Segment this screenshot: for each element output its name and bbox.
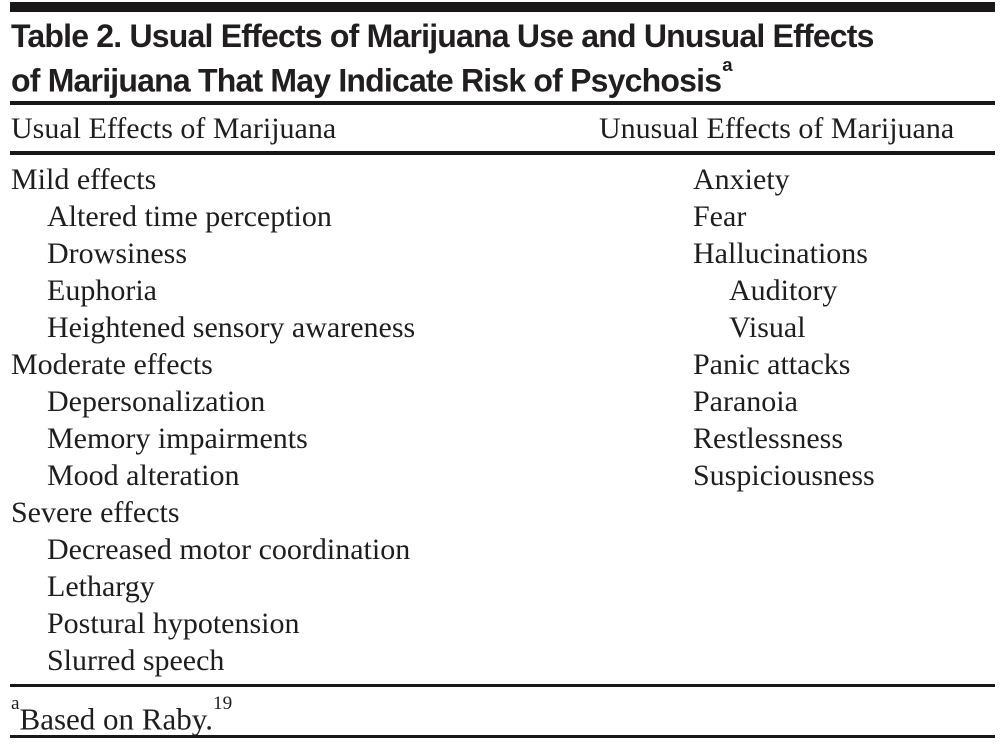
table-title-line-2-text: of Marijuana That May Indicate Risk of P…: [11, 62, 722, 99]
table-footnote: aBased on Raby.19: [11, 693, 232, 739]
table-cell: Lethargy: [47, 570, 155, 603]
footnote-text: Based on Raby.: [19, 701, 213, 737]
table-body: Mild effects Altered time perception Drows…: [11, 161, 995, 681]
table-cell: Memory impairments: [47, 422, 308, 455]
table-cell: Restlessness: [693, 422, 843, 455]
column-unusual-effects: Anxiety Fear Hallucinations Auditory Visual P…: [693, 161, 993, 494]
table-cell: Severe effects: [11, 496, 180, 529]
table-cell: Auditory: [729, 274, 838, 307]
rule-under-title: [10, 101, 995, 105]
table-cell: Drowsiness: [47, 237, 187, 270]
table-cell: Slurred speech: [47, 644, 225, 677]
table-title-line-1: Table 2. Usual Effects of Marijuana Use …: [11, 18, 874, 54]
table-cell: Mood alteration: [47, 459, 240, 492]
table-cell: Moderate effects: [11, 348, 213, 381]
table-cell: Fear: [693, 200, 747, 233]
rule-under-header: [10, 151, 995, 155]
table-cell: Hallucinations: [693, 237, 868, 270]
rule-above-footnote: [10, 684, 995, 687]
table-top-bar: [10, 2, 995, 12]
table-cell: Decreased motor coordination: [47, 533, 411, 566]
table-cell: Altered time perception: [47, 200, 332, 233]
table-cell: Heightened sensory awareness: [47, 311, 416, 344]
rule-bottom: [10, 735, 995, 738]
table-cell: Postural hypotension: [47, 607, 300, 640]
footnote-marker: a: [11, 693, 20, 715]
table-cell: Panic attacks: [693, 348, 851, 381]
table-cell: Euphoria: [47, 274, 157, 307]
table-cell: Paranoia: [693, 385, 798, 418]
footnote-reference: 19: [212, 693, 233, 715]
table-cell: Visual: [729, 311, 806, 344]
table-cell: Depersonalization: [47, 385, 266, 418]
column-header-unusual-effects: Unusual Effects of Marijuana: [599, 112, 955, 145]
column-header-usual-effects: Usual Effects of Marijuana: [11, 112, 337, 145]
table-title-line-2: of Marijuana That May Indicate Risk of P…: [11, 53, 874, 100]
table-cell: Mild effects: [11, 163, 157, 196]
column-usual-effects: Mild effects Altered time perception Drows…: [11, 161, 611, 679]
table-title: Table 2. Usual Effects of Marijuana Use …: [11, 17, 874, 100]
table-cell: Anxiety: [693, 163, 790, 196]
table-cell: Suspiciousness: [693, 459, 875, 492]
table-title-footnote-marker: a: [722, 53, 733, 75]
